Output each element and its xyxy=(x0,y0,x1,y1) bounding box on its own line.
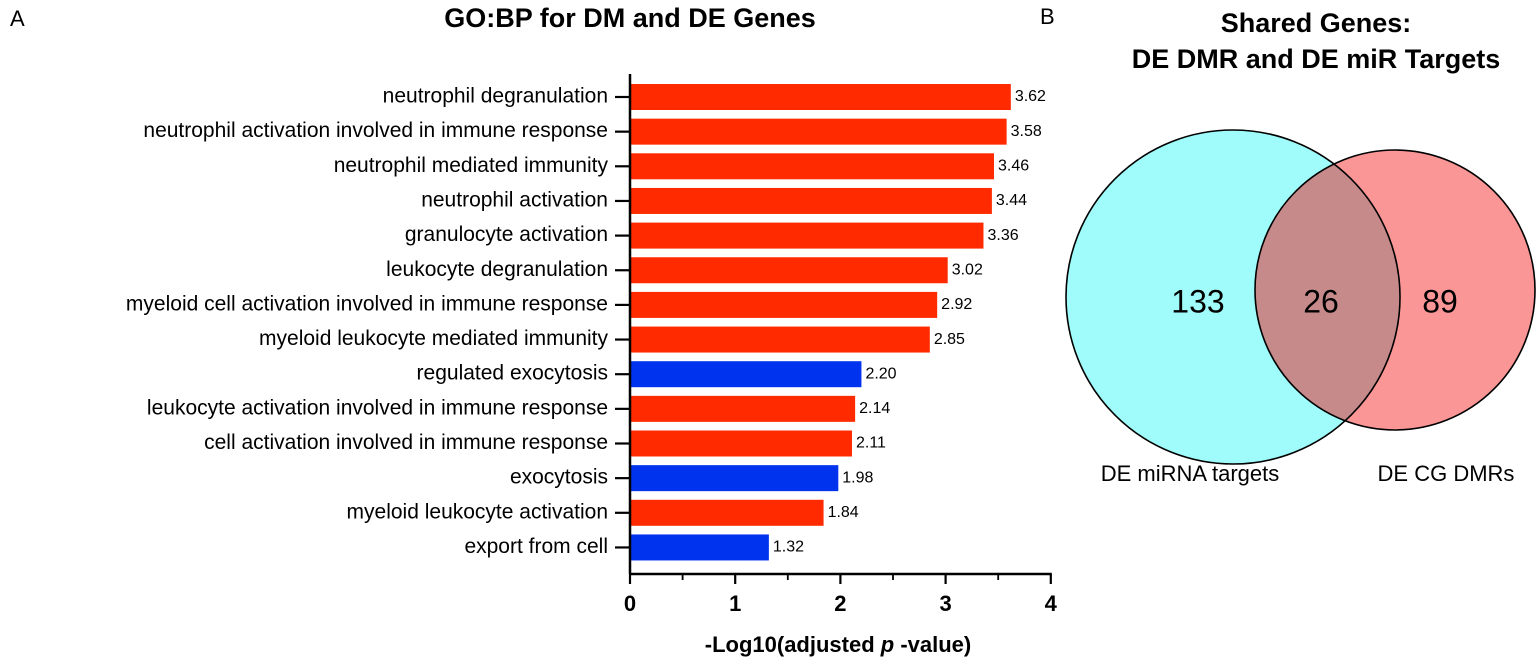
y-ticks-group xyxy=(615,95,630,549)
bar xyxy=(630,499,824,526)
bar xyxy=(630,361,862,388)
bar xyxy=(630,465,839,492)
category-label: exocytosis xyxy=(510,466,608,489)
bar-value-label: 3.62 xyxy=(1015,88,1046,105)
x-tick-label: 2 xyxy=(834,591,846,616)
category-label: myeloid leukocyte mediated immunity xyxy=(259,327,608,350)
venn-left-label: DE miRNA targets xyxy=(1101,461,1280,486)
x-axis-label-prefix: -Log10(adjusted xyxy=(705,632,881,657)
venn-title-line2: DE DMR and DE miR Targets xyxy=(1132,44,1501,74)
bar xyxy=(630,430,852,457)
category-label: neutrophil activation involved in immune… xyxy=(143,119,608,142)
bar xyxy=(630,395,856,422)
category-labels-group: neutrophil degranulation neutrophil activ… xyxy=(126,85,609,558)
category-label: neutrophil degranulation xyxy=(383,85,608,108)
category-label: neutrophil mediated immunity xyxy=(334,154,609,177)
venn-title-line1: Shared Genes: xyxy=(1221,8,1412,38)
venn-right-count: 89 xyxy=(1422,283,1458,319)
venn-right-outline xyxy=(1254,149,1536,431)
bar xyxy=(630,118,1007,145)
bar-value-label: 3.46 xyxy=(998,158,1029,175)
x-tick-label: 1 xyxy=(729,591,741,616)
bar xyxy=(630,187,992,214)
bar-value-label: 1.84 xyxy=(828,504,859,521)
venn-left-outline xyxy=(1065,129,1401,465)
category-label: myeloid cell activation involved in immu… xyxy=(126,292,608,315)
panel-b-letter: B xyxy=(1040,4,1055,29)
bar-value-label: 2.14 xyxy=(859,400,890,417)
bar-value-label: 3.02 xyxy=(952,261,983,278)
bar xyxy=(630,222,984,249)
x-axis-label-suffix: -value) xyxy=(894,632,971,657)
x-axis-label-italic: p xyxy=(880,632,894,657)
bar-value-label: 2.92 xyxy=(941,296,972,313)
bar-value-label: 2.11 xyxy=(856,435,886,452)
bar xyxy=(630,291,938,318)
x-tick-label: 4 xyxy=(1045,591,1058,616)
category-label: regulated exocytosis xyxy=(417,362,608,385)
bar-value-label: 2.20 xyxy=(865,365,896,382)
bar-value-label: 3.44 xyxy=(996,192,1027,209)
x-tick-label: 3 xyxy=(939,591,951,616)
bar-value-label: 2.85 xyxy=(934,331,965,348)
venn-right-label: DE CG DMRs xyxy=(1378,461,1515,486)
bar-value-label: 3.58 xyxy=(1011,123,1042,140)
x-axis-label: -Log10(adjusted p -value) xyxy=(705,632,972,657)
category-label: leukocyte activation involved in immune … xyxy=(147,396,608,419)
venn-overlap-region xyxy=(1255,150,1400,430)
x-tick-label: 0 xyxy=(624,591,636,616)
bars-group xyxy=(630,84,1011,561)
panel-a-bar-chart: A GO:BP for DM and DE Genes 3.62 3.58 3.46… xyxy=(10,3,1058,657)
venn-left-count: 133 xyxy=(1171,283,1224,319)
panel-b-venn: B Shared Genes: DE DMR and DE miR Target… xyxy=(1040,4,1536,486)
panel-a-letter: A xyxy=(10,6,25,31)
bar xyxy=(630,257,948,284)
chart-title: GO:BP for DM and DE Genes xyxy=(444,3,816,33)
category-label: neutrophil activation xyxy=(421,188,608,211)
bar xyxy=(630,84,1011,110)
bar-value-label: 1.98 xyxy=(842,469,873,486)
category-label: leukocyte degranulation xyxy=(386,258,608,281)
bar xyxy=(630,534,769,561)
bar-value-label: 1.32 xyxy=(773,539,804,556)
venn-overlap-count: 26 xyxy=(1303,283,1339,319)
category-label: export from cell xyxy=(464,535,608,558)
bar-value-labels-group: 3.62 3.58 3.46 3.44 3.363.02 2.92 2.85 2.20 2.14… xyxy=(773,88,1046,555)
category-label: cell activation involved in immune respo… xyxy=(204,431,608,454)
bar xyxy=(630,153,994,180)
bar-value-label: 3.36 xyxy=(987,227,1018,244)
category-label: myeloid leukocyte activation xyxy=(347,500,608,523)
bar xyxy=(630,326,930,353)
category-label: granulocyte activation xyxy=(405,223,608,246)
x-ticks-group: 0 1 2 3 4 xyxy=(624,574,1058,616)
